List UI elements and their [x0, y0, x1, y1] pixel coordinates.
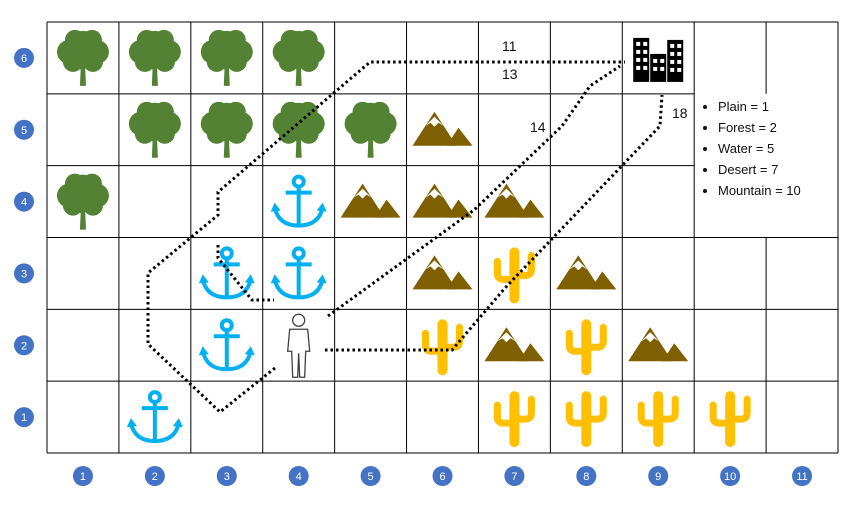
row-badge: 4: [14, 191, 34, 212]
row-badge: 3: [14, 263, 34, 284]
cactus-icon: [422, 319, 463, 376]
dotted-path: [216, 245, 274, 302]
legend-item: Water = 5: [718, 138, 832, 159]
legend-item: Plain = 1: [718, 96, 832, 117]
column-badge: 11: [792, 466, 813, 486]
dotted-path: [325, 94, 664, 352]
column-number-badges: 1 2 3 4 5 6 7 8 9 10 11: [72, 466, 813, 486]
tree-icon: [56, 29, 109, 86]
column-badge: 3: [216, 466, 237, 486]
anchor-icon: [198, 318, 255, 372]
legend-item: Desert = 7: [718, 159, 832, 180]
person-icon: [286, 313, 311, 378]
svg-text:7: 7: [511, 471, 517, 483]
legend-item: Mountain = 10: [718, 180, 832, 201]
mountain-icon: [412, 255, 473, 290]
column-badge: 8: [576, 466, 597, 486]
cactus-icon: [493, 247, 535, 304]
tree-icon: [344, 101, 397, 158]
path-cost-label-2: 13: [502, 66, 518, 82]
mountain-icon: [556, 255, 617, 290]
column-badge: 1: [72, 466, 93, 486]
anchor-icon: [126, 390, 183, 444]
city-buildings-icon: [633, 37, 684, 82]
tree-icon: [128, 101, 181, 158]
svg-text:8: 8: [583, 471, 589, 483]
svg-text:1: 1: [21, 412, 27, 424]
row-badge: 1: [14, 407, 34, 428]
svg-text:3: 3: [21, 268, 27, 280]
anchor-icon: [270, 246, 327, 300]
mountain-icon: [628, 327, 689, 362]
path-cost-label-3: 14: [530, 119, 546, 135]
mountain-icon: [484, 183, 545, 218]
svg-text:1: 1: [80, 471, 86, 483]
cactus-icon: [637, 391, 679, 448]
column-badge: 5: [360, 466, 381, 486]
path-cost-label-4: 18: [672, 105, 688, 121]
tree-icon: [272, 101, 325, 158]
terrain-cost-legend: Plain = 1 Forest = 2 Water = 5 Desert = …: [700, 96, 832, 201]
grid-lines: [46, 21, 839, 454]
cactus-icon: [709, 391, 751, 448]
svg-text:4: 4: [296, 471, 302, 483]
column-badge: 6: [432, 466, 453, 486]
mountain-icon: [412, 111, 473, 146]
svg-text:2: 2: [21, 340, 27, 352]
row-badge: 2: [14, 335, 34, 356]
legend-item: Forest = 2: [718, 117, 832, 138]
tree-icon: [56, 173, 109, 230]
row-badge: 6: [14, 47, 34, 68]
row-number-badges: 6 5 4 3 2 1: [14, 47, 34, 428]
dotted-paths: [146, 60, 664, 414]
tree-icon: [272, 29, 325, 86]
cactus-icon: [565, 319, 607, 376]
mountain-icon: [340, 183, 401, 218]
svg-text:4: 4: [21, 197, 27, 209]
mountain-icon: [412, 183, 473, 218]
mountain-icon: [484, 327, 545, 362]
terrain-icons: [56, 29, 751, 448]
path-cost-label-1: 11: [502, 38, 517, 54]
svg-text:9: 9: [655, 471, 661, 483]
svg-text:3: 3: [224, 471, 230, 483]
column-badge: 7: [504, 466, 525, 486]
cactus-icon: [493, 391, 535, 448]
svg-text:6: 6: [439, 471, 445, 483]
column-badge: 2: [144, 466, 165, 486]
svg-text:5: 5: [21, 125, 27, 137]
tree-icon: [200, 29, 253, 86]
svg-text:5: 5: [368, 471, 374, 483]
cactus-icon: [565, 391, 607, 448]
column-badge: 10: [720, 466, 741, 486]
column-badge: 9: [648, 466, 669, 486]
row-badge: 5: [14, 119, 34, 140]
svg-text:6: 6: [21, 53, 27, 65]
anchor-icon: [198, 246, 255, 300]
svg-text:11: 11: [796, 471, 807, 483]
anchor-icon: [270, 174, 327, 228]
svg-text:2: 2: [152, 471, 158, 483]
tree-icon: [200, 101, 253, 158]
tree-icon: [128, 29, 181, 86]
svg-text:10: 10: [724, 471, 736, 483]
column-badge: 4: [288, 466, 309, 486]
